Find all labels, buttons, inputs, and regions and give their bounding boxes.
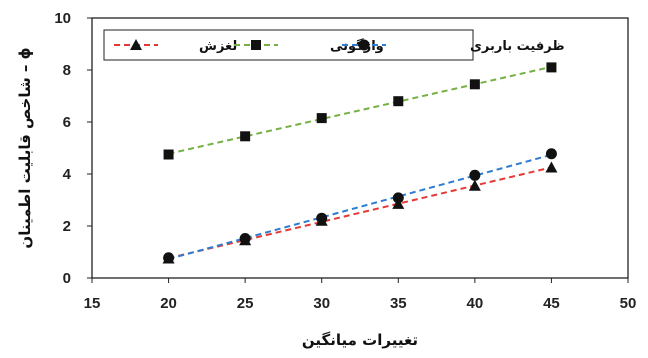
series-trendline	[168, 166, 552, 260]
legend-marker	[251, 40, 261, 50]
data-point	[163, 252, 175, 264]
x-tick-label: 30	[313, 295, 330, 312]
y-tick-label: 4	[63, 166, 72, 183]
x-tick-label: 35	[390, 295, 407, 312]
data-point	[240, 131, 251, 142]
series-trendline	[168, 65, 552, 155]
data-point	[469, 79, 480, 90]
series-square-group	[163, 62, 557, 160]
x-tick-label: 15	[84, 295, 101, 312]
data-point	[393, 96, 404, 107]
x-tick-label: 40	[467, 295, 484, 312]
data-point	[239, 232, 251, 244]
x-tick-label: 50	[620, 295, 637, 312]
series-trendline	[168, 153, 552, 260]
data-point	[546, 62, 557, 73]
x-tick-label: 45	[543, 295, 560, 312]
data-point	[163, 149, 174, 160]
legend-box	[103, 29, 474, 61]
tick-labels: 15 20 25 30 35 40 45 50 0 2 4 6 8 10	[54, 10, 636, 312]
series-circle-group	[163, 148, 557, 264]
y-axis-title: ϕ – شاخص قابلیت اطمینان	[16, 47, 34, 248]
data-point	[468, 179, 481, 191]
legend-label: ظرفیت باربری	[470, 39, 565, 54]
x-tick-label: 25	[237, 295, 254, 312]
y-tick-label: 8	[63, 62, 71, 79]
plot-area	[91, 17, 629, 279]
data-point	[316, 212, 328, 224]
y-tick-label: 2	[63, 218, 71, 235]
y-tick-label: 6	[63, 114, 71, 131]
y-tick-label: 10	[54, 10, 71, 27]
data-point	[392, 192, 404, 204]
legend-label: لغزش	[199, 39, 237, 54]
data-point	[316, 113, 327, 124]
legend-marker	[358, 39, 370, 51]
legend: لغزش واژگونی ظرفیت باربری	[103, 29, 565, 61]
data-point	[545, 161, 558, 173]
x-tick-label: 20	[160, 295, 177, 312]
series-layer	[162, 62, 558, 264]
legend-marker	[130, 39, 142, 50]
series-triangle-group	[162, 161, 558, 264]
data-point	[469, 169, 481, 181]
y-tick-label: 0	[63, 270, 71, 287]
plot-frame	[91, 17, 629, 279]
x-axis-title: تغییرات میانگین	[302, 331, 418, 349]
data-point	[545, 148, 557, 160]
